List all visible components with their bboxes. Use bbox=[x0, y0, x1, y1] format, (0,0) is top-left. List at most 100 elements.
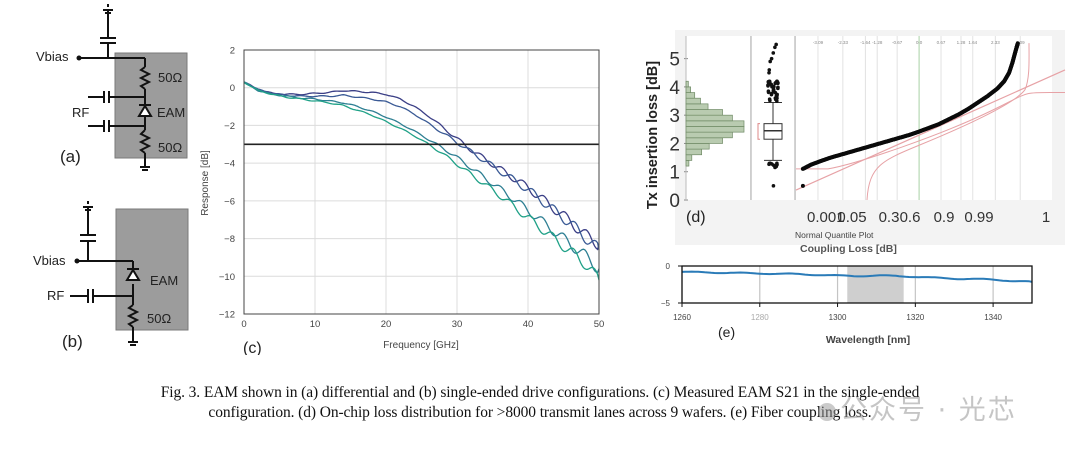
c-x-tick-label: 50 bbox=[594, 319, 605, 330]
d-confidence-band-lower bbox=[796, 92, 1065, 170]
d-quantile-x-tick-label: 0.05 bbox=[837, 209, 866, 226]
d-outlier-point bbox=[771, 51, 776, 55]
panel-label-c: (c) bbox=[243, 340, 262, 355]
c-x-tick-label: 40 bbox=[523, 319, 534, 330]
c-y-ticks: 2 0 −2 −4 −6 −8 −10 −12 bbox=[219, 46, 235, 321]
vbias-label-b: Vbias bbox=[33, 253, 66, 268]
d-quantile-fit bbox=[795, 43, 1066, 201]
c-x-ticks: 0 10 20 30 40 50 bbox=[241, 319, 604, 330]
resistor-top-label: 50Ω bbox=[158, 70, 182, 85]
c-y-tick-label: −4 bbox=[224, 159, 235, 170]
e-x-tick-label: 1280 bbox=[751, 313, 769, 322]
schematic-b: Vbias RF EAM 50Ω (b) bbox=[33, 201, 189, 351]
d-quantile-x-tick-label: 0.9 bbox=[934, 209, 955, 226]
d-y-tick-label: 3 bbox=[669, 106, 680, 127]
d-histogram-bar bbox=[685, 86, 691, 93]
wires-b bbox=[70, 201, 140, 346]
d-histogram-bar bbox=[685, 109, 723, 116]
watermark: 公众号 · 光芯 bbox=[818, 388, 1017, 427]
d-outlier-point bbox=[766, 89, 771, 94]
caption-line-2: configuration. (d) On-chip loss distribu… bbox=[208, 404, 872, 421]
e-y-ticks: 0 −5 bbox=[661, 262, 682, 308]
e-x-tick-label: 1300 bbox=[829, 313, 847, 322]
e-series bbox=[681, 270, 1033, 283]
c-grid bbox=[243, 49, 600, 315]
c-x-tick-label: 10 bbox=[310, 319, 321, 330]
d-histogram-bar bbox=[685, 92, 696, 99]
panel-label-b: (b) bbox=[62, 332, 83, 351]
vbias-node-b bbox=[74, 258, 80, 264]
d-y-tick-label: 2 bbox=[669, 134, 680, 155]
e-x-axis-label: Wavelength [nm] bbox=[826, 334, 910, 346]
chart-insertion-loss: 0 1 2 3 4 5 -3.09 -2.33 -1.64 -1.28 -0.67 0.0 0.67 1… bbox=[645, 30, 1066, 255]
d-quantile-top-tick-label: -3.09 bbox=[813, 40, 824, 45]
resistor-top bbox=[138, 66, 152, 90]
resistor-bottom-label: 50Ω bbox=[158, 140, 182, 155]
e-series-line bbox=[681, 270, 1033, 283]
figure-caption: Fig. 3. EAM shown in (a) differential an… bbox=[0, 383, 1080, 423]
d-y-tick-label: 5 bbox=[669, 50, 680, 71]
eam-diode-b bbox=[125, 268, 141, 281]
c-y-tick-label: −10 bbox=[219, 272, 235, 283]
c-y-tick-label: 2 bbox=[230, 46, 235, 57]
e-x-tick-label: 1260 bbox=[673, 313, 691, 322]
c-series-line-4 bbox=[243, 81, 600, 281]
d-outlier-point bbox=[769, 56, 774, 61]
e-plot-frame bbox=[681, 265, 1033, 304]
c-y-tick-label: −8 bbox=[224, 234, 235, 245]
eam-label: EAM bbox=[157, 105, 185, 120]
d-quantile-x-tick-label: 0.001 bbox=[807, 209, 845, 226]
d-histogram-bar bbox=[685, 114, 733, 122]
d-histogram-bar bbox=[685, 160, 690, 167]
d-histogram-bar bbox=[685, 148, 703, 156]
c-series bbox=[243, 81, 600, 281]
d-outlier-point bbox=[773, 97, 778, 102]
d-outlier-point bbox=[774, 42, 778, 47]
e-y-tick-label: 0 bbox=[666, 262, 671, 271]
d-quantile-top-tick-label: 1.64 bbox=[968, 40, 977, 45]
d-quantile-grid: -3.09 -2.33 -1.64 -1.28 -0.67 0.0 0.67 1.28 1.64… bbox=[813, 36, 1025, 200]
d-quantile-top-tick-label: 0.0 bbox=[916, 40, 923, 45]
d-histogram-bar bbox=[685, 137, 723, 144]
d-fit-line bbox=[795, 69, 1066, 191]
d-histogram-bar bbox=[685, 97, 701, 105]
d-histogram-bar bbox=[685, 120, 745, 127]
d-outlier-point bbox=[767, 68, 772, 72]
c-y-tick-label: −12 bbox=[219, 310, 235, 321]
d-quantile-top-tick-label: 0.67 bbox=[937, 40, 946, 45]
watermark-text: 公众号 · 光芯 bbox=[840, 395, 1017, 426]
d-quantile-panel bbox=[796, 36, 1052, 200]
resistor-label-b: 50Ω bbox=[147, 311, 171, 326]
chart-coupling-loss: 1260 1280 1300 1320 1340 0 −5 (e) Wavelength … bbox=[661, 262, 1033, 346]
d-bracket bbox=[757, 123, 760, 140]
d-quantile-top-tick-label: -2.33 bbox=[838, 40, 849, 45]
d-y-tick-label: 0 bbox=[669, 191, 680, 212]
d-histogram-bar bbox=[685, 154, 693, 161]
d-outlier-point bbox=[767, 97, 772, 101]
d-x-axis-label: Coupling Loss [dB] bbox=[800, 243, 897, 255]
schematic-a: Vbias 50Ω EAM RF 50Ω (a) bbox=[36, 4, 188, 171]
resistor-bottom bbox=[138, 129, 152, 154]
e-grid bbox=[681, 266, 994, 303]
watermark-logo-icon bbox=[818, 402, 836, 421]
d-confidence-band-upper bbox=[866, 43, 1030, 201]
bias-capacitor bbox=[100, 10, 116, 58]
d-quantile-x-tick-label: 0.3 bbox=[879, 209, 900, 226]
chart-s21: 0 10 20 30 40 50 20−2−4−6−8−10−12 Frequency [… bbox=[200, 46, 604, 356]
d-quantile-top-tick-label: -0.67 bbox=[892, 40, 903, 45]
d-outlier-point bbox=[773, 81, 778, 86]
panel-label-d: (d) bbox=[686, 209, 706, 226]
d-outlier-point bbox=[776, 85, 780, 90]
e-shaded-band bbox=[847, 266, 904, 303]
d-histogram-bar bbox=[685, 126, 745, 133]
d-quantile-x-tick-label: 1 bbox=[1042, 209, 1050, 226]
c-x-axis-label: Frequency [GHz] bbox=[383, 340, 459, 351]
c-series-line-1 bbox=[243, 81, 600, 251]
rf-label: RF bbox=[72, 105, 89, 120]
d-quantile-top-tick-label: -1.28 bbox=[872, 40, 883, 45]
d-outlier-point bbox=[767, 79, 772, 84]
d-outlier-point bbox=[768, 59, 772, 64]
d-sub-x-label: Normal Quantile Plot bbox=[795, 230, 874, 240]
d-outlier-point bbox=[769, 83, 774, 87]
